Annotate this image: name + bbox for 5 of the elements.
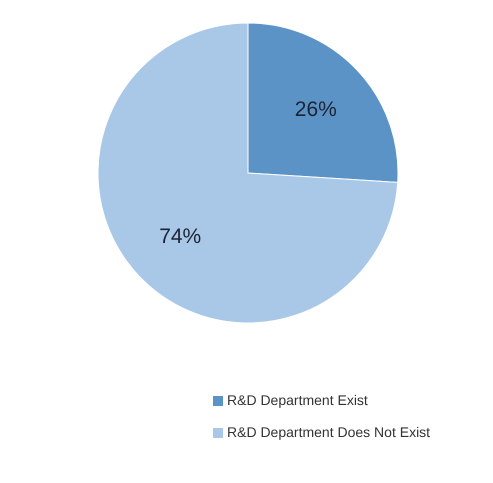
data-label: 74% bbox=[159, 225, 202, 248]
pie-slice bbox=[98, 22, 398, 324]
legend-label: R&D Department Does Not Exist bbox=[227, 424, 430, 440]
legend-label: R&D Department Exist bbox=[227, 392, 368, 408]
data-label: 26% bbox=[294, 98, 337, 121]
